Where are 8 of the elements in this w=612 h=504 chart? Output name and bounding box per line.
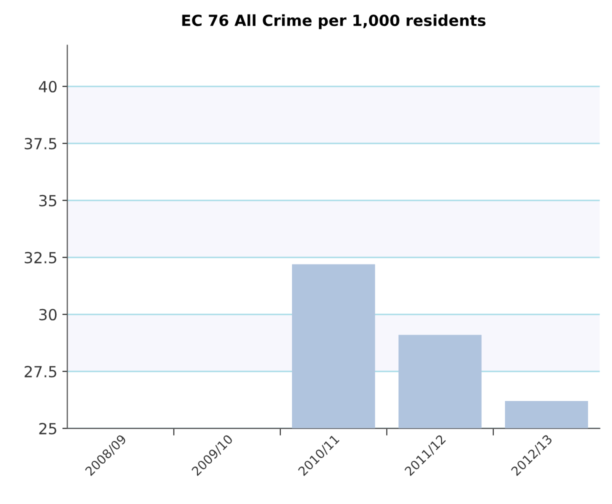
- y-tick-label: 30: [39, 308, 57, 320]
- y-tick-label: 40: [38, 80, 57, 92]
- y-tick-label: 35: [39, 194, 56, 206]
- y-tick-label: 37.5: [24, 138, 56, 150]
- y-tick-label: 32.5: [24, 252, 56, 264]
- y-tick-label: 25: [39, 422, 56, 434]
- y-tick-label: 27.5: [24, 366, 56, 378]
- chart-title: EC 76 All Crime per 1,000 residents: [182, 14, 486, 30]
